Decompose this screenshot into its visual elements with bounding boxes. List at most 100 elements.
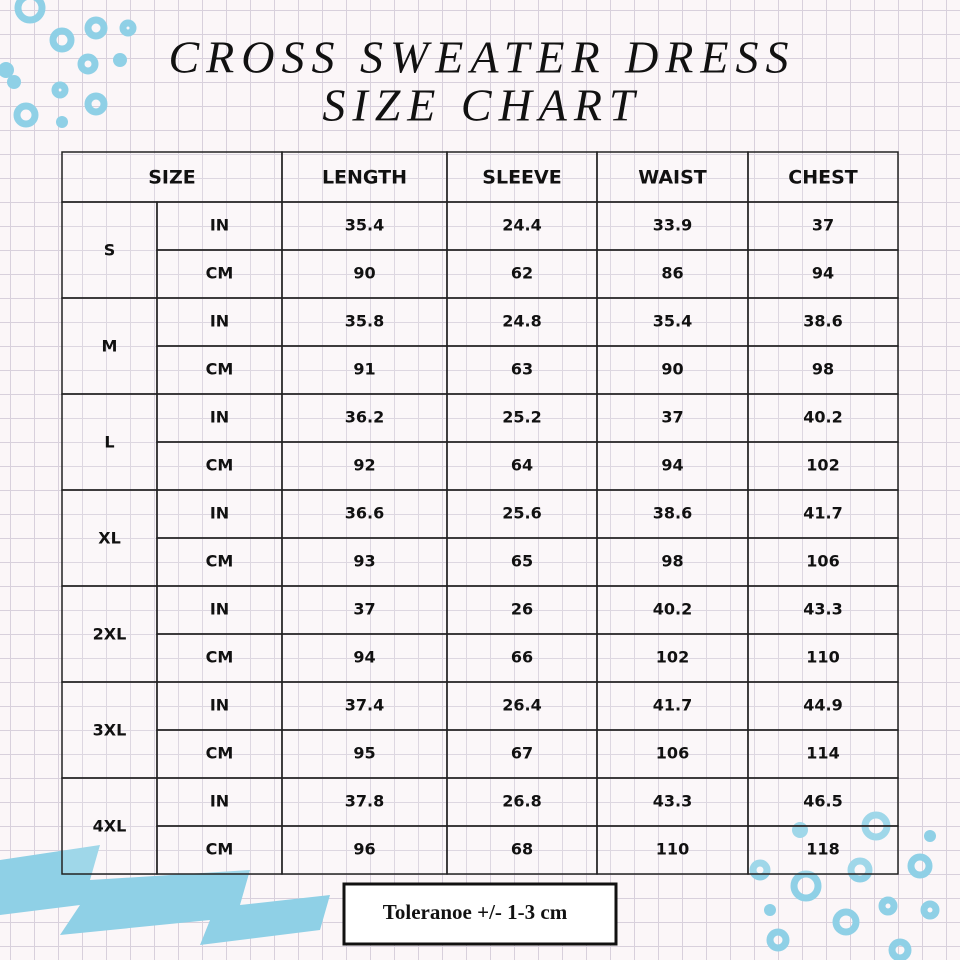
table-cell xyxy=(747,345,899,395)
measurement: 35.4 xyxy=(345,216,384,235)
table-cell xyxy=(156,729,283,779)
table-cell xyxy=(596,489,749,539)
table-cell xyxy=(747,633,899,683)
column-header: WAIST xyxy=(638,167,707,189)
column-header: SIZE xyxy=(148,167,196,189)
unit-label: CM xyxy=(206,360,234,379)
measurement: 41.7 xyxy=(653,696,692,715)
column-header: LENGTH xyxy=(322,167,407,189)
measurement: 65 xyxy=(511,552,533,571)
measurement: 37 xyxy=(812,216,834,235)
unit-label: CM xyxy=(206,456,234,475)
measurement: 37.4 xyxy=(345,696,384,715)
table-cell xyxy=(156,825,283,875)
table-cell xyxy=(596,393,749,443)
measurement: 26 xyxy=(511,600,533,619)
measurement: 40.2 xyxy=(653,600,692,619)
measurement: 110 xyxy=(806,648,839,667)
measurement: 37 xyxy=(353,600,375,619)
unit-label: IN xyxy=(210,408,229,427)
measurement: 68 xyxy=(511,840,533,859)
table-cell xyxy=(446,201,598,251)
unit-label: CM xyxy=(206,648,234,667)
measurement: 24.4 xyxy=(502,216,541,235)
size-label: L xyxy=(104,433,114,452)
table-cell xyxy=(747,441,899,491)
table-cell xyxy=(747,729,899,779)
measurement: 25.2 xyxy=(502,408,541,427)
title-line: SIZE CHART xyxy=(322,80,641,131)
table-cell xyxy=(61,681,158,779)
table-cell xyxy=(281,537,448,587)
measurement: 38.6 xyxy=(803,312,842,331)
measurement: 26.8 xyxy=(502,792,541,811)
measurement: 67 xyxy=(511,744,533,763)
table-cell xyxy=(281,297,448,347)
measurement: 37.8 xyxy=(345,792,384,811)
column-header: CHEST xyxy=(788,167,858,189)
table-cell xyxy=(747,825,899,875)
measurement: 102 xyxy=(656,648,689,667)
table-cell xyxy=(747,777,899,827)
title-line: CROSS SWEATER DRESS xyxy=(168,32,795,83)
table-cell xyxy=(446,151,598,203)
table-cell xyxy=(446,249,598,299)
measurement: 64 xyxy=(511,456,533,475)
measurement: 90 xyxy=(353,264,375,283)
table-cell xyxy=(281,633,448,683)
table-cell xyxy=(156,633,283,683)
size-label: S xyxy=(104,241,116,260)
measurement: 43.3 xyxy=(803,600,842,619)
measurement: 106 xyxy=(656,744,689,763)
measurement: 98 xyxy=(661,552,683,571)
measurement: 91 xyxy=(353,360,375,379)
table-cell xyxy=(281,777,448,827)
table-cell xyxy=(156,249,283,299)
column-header: SLEEVE xyxy=(482,167,561,189)
measurement: 110 xyxy=(656,840,689,859)
table-cell xyxy=(596,729,749,779)
table-cell xyxy=(747,249,899,299)
table: SIZE LENGTH SLEEVE WAIST CHEST S IN 35.4 24.4 33.… xyxy=(61,151,899,875)
tolerance-box xyxy=(342,882,618,946)
table-cell xyxy=(61,201,158,299)
measurement: 118 xyxy=(806,840,839,859)
table-cell xyxy=(446,633,598,683)
table-cell xyxy=(446,825,598,875)
table-cell xyxy=(446,537,598,587)
table-cell xyxy=(747,537,899,587)
measurement: 43.3 xyxy=(653,792,692,811)
table-cell xyxy=(747,585,899,635)
measurement: 36.6 xyxy=(345,504,384,523)
table-cell xyxy=(156,201,283,251)
table-cell xyxy=(156,345,283,395)
measurement: 106 xyxy=(806,552,839,571)
table-cell xyxy=(281,681,448,731)
table-cell xyxy=(446,585,598,635)
unit-label: IN xyxy=(210,792,229,811)
measurement: 94 xyxy=(812,264,834,283)
measurement: 62 xyxy=(511,264,533,283)
table-cell xyxy=(446,441,598,491)
table-cell xyxy=(156,489,283,539)
measurement: 24.8 xyxy=(502,312,541,331)
measurement: 44.9 xyxy=(803,696,842,715)
table-cell xyxy=(596,633,749,683)
table-cell xyxy=(596,201,749,251)
table-cell xyxy=(281,585,448,635)
table-cell xyxy=(596,151,749,203)
measurement: 36.2 xyxy=(345,408,384,427)
measurement: 33.9 xyxy=(653,216,692,235)
table-cell xyxy=(446,489,598,539)
measurement: 35.8 xyxy=(345,312,384,331)
table-cell xyxy=(596,249,749,299)
measurement: 41.7 xyxy=(803,504,842,523)
measurement: 92 xyxy=(353,456,375,475)
measurement: 114 xyxy=(806,744,839,763)
measurement: 38.6 xyxy=(653,504,692,523)
measurement: 25.6 xyxy=(502,504,541,523)
table-cell xyxy=(156,441,283,491)
measurement: 40.2 xyxy=(803,408,842,427)
measurement: 63 xyxy=(511,360,533,379)
